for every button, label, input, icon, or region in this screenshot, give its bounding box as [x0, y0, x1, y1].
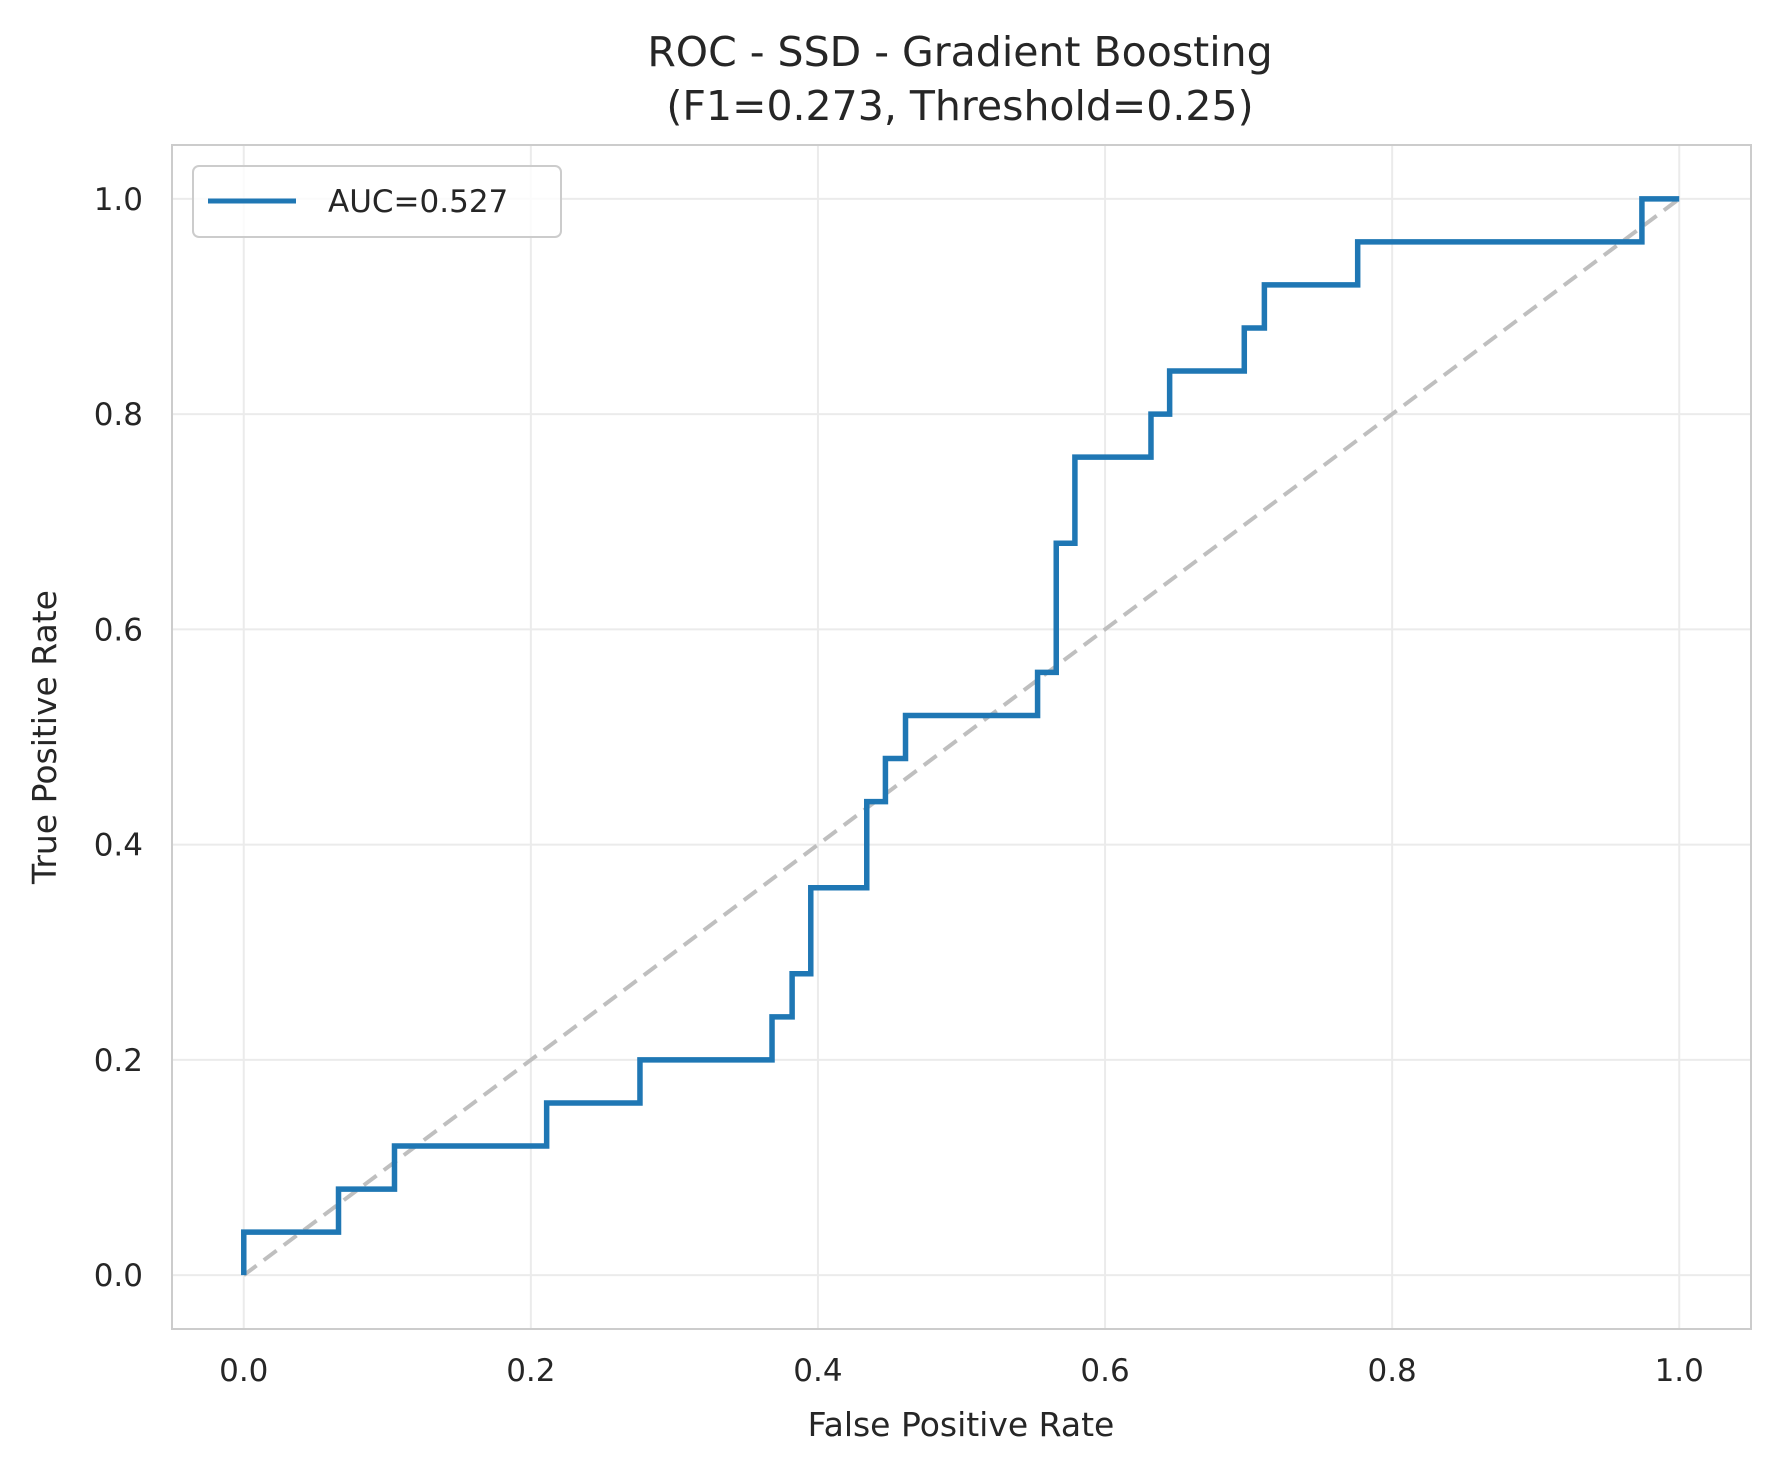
- y-tick-label-1: 0.2: [94, 1043, 143, 1079]
- y-tick-label-0: 0.0: [94, 1258, 143, 1294]
- grid-lines: [172, 145, 1751, 1329]
- roc-curve-layer: [241, 196, 1680, 1276]
- x-tick-label-2: 0.4: [793, 1353, 842, 1389]
- x-tick-labels: 0.0 0.2 0.4 0.6 0.8 1.0: [219, 1353, 1704, 1389]
- chart-title: ROC - SSD - Gradient Boosting: [647, 28, 1272, 76]
- y-axis-label: True Positive Rate: [25, 590, 64, 885]
- y-tick-labels: 0.0 0.2 0.4 0.6 0.8 1.0: [94, 182, 143, 1294]
- roc-curve-line: [241, 196, 1680, 1276]
- y-tick-label-5: 1.0: [94, 182, 143, 218]
- chart-subtitle: (F1=0.273, Threshold=0.25): [666, 82, 1253, 130]
- x-tick-label-4: 0.8: [1367, 1353, 1416, 1389]
- legend-label: AUC=0.527: [328, 184, 508, 220]
- x-tick-label-0: 0.0: [219, 1353, 268, 1389]
- legend-box: [192, 165, 562, 238]
- x-tick-label-5: 1.0: [1655, 1353, 1704, 1389]
- y-tick-label-2: 0.4: [94, 828, 143, 864]
- x-axis-label: False Positive Rate: [808, 1405, 1115, 1444]
- plot-frame: [171, 144, 1752, 1330]
- x-tick-label-3: 0.6: [1080, 1353, 1129, 1389]
- y-tick-label-3: 0.6: [94, 612, 143, 648]
- x-tick-label-1: 0.2: [506, 1353, 555, 1389]
- legend: AUC=0.527: [192, 165, 562, 238]
- y-tick-label-4: 0.8: [94, 397, 143, 433]
